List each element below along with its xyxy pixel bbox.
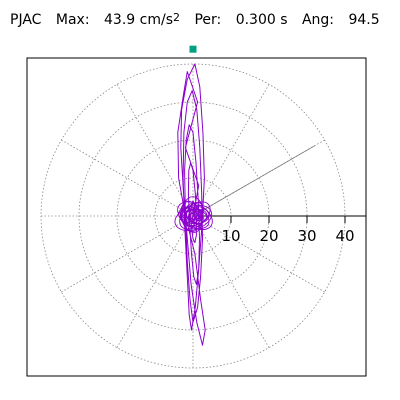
grid-spoke-210	[61, 215, 194, 293]
station-name: PJAC	[10, 12, 42, 28]
grid-spoke-240	[116, 215, 194, 348]
cluster-loop	[188, 207, 199, 221]
cluster-loop	[185, 208, 203, 220]
grid-spoke-120	[116, 84, 194, 217]
max-marker-group	[189, 45, 197, 53]
period-label: Per:	[194, 12, 222, 28]
grid-spoke-150	[61, 139, 194, 217]
angle-label: Ang:	[301, 12, 335, 28]
cluster-loop	[187, 209, 203, 224]
chart-header: PJAC Max: 43.9 cm/s2 Per: 0.300 s Ang: 9…	[10, 12, 390, 28]
max-value-number: 43.9 cm/s	[104, 12, 173, 28]
max-label: Max:	[55, 12, 90, 28]
tick-label-10: 10	[221, 227, 240, 245]
tick-label-40: 40	[335, 227, 354, 245]
tick-label-20: 20	[259, 227, 278, 245]
acceleration-trajectory	[174, 63, 213, 346]
cluster-loop	[177, 201, 213, 231]
grid-spoke-300	[192, 215, 270, 348]
grid-spoke-60	[192, 84, 270, 217]
period-value: 0.300 s	[235, 12, 288, 28]
cluster-loop	[181, 208, 208, 227]
axes	[192, 145, 366, 217]
plot-frame	[26, 57, 367, 377]
max-marker	[189, 45, 197, 53]
cluster-loop	[179, 201, 211, 230]
grid-spoke-330	[192, 215, 325, 293]
cluster-loop	[179, 205, 210, 225]
angle-value: 94.5	[348, 12, 380, 28]
tick-label-30: 30	[297, 227, 316, 245]
max-direction-line	[192, 145, 315, 217]
max-value: 43.9 cm/s2	[104, 12, 180, 28]
max-value-exponent: 2	[172, 11, 180, 24]
radial-tick-labels: 10 20 30 40	[221, 216, 355, 245]
